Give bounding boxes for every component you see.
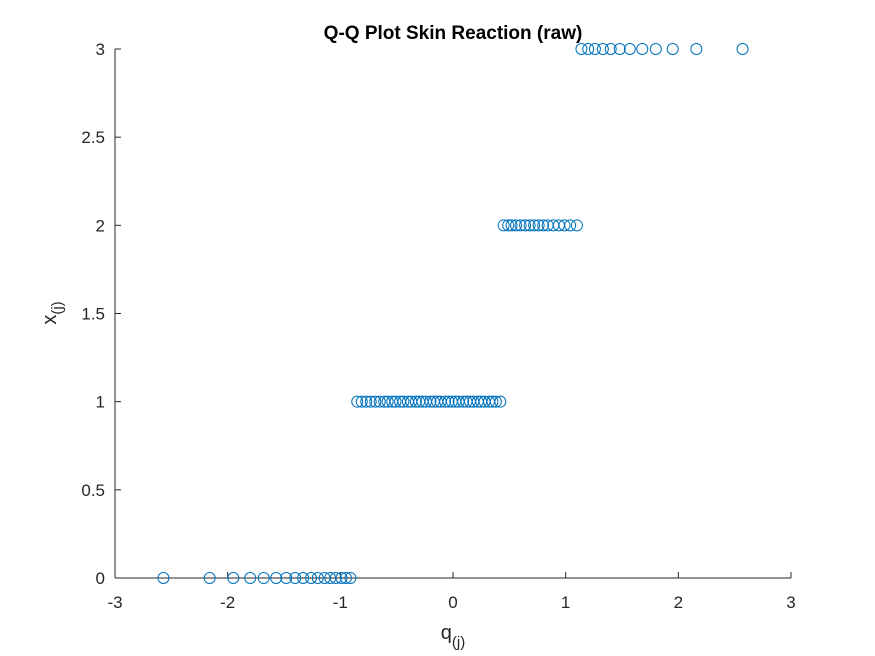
data-point	[389, 395, 402, 408]
data-point	[596, 43, 609, 55]
data-point	[510, 219, 523, 232]
data-point	[502, 219, 515, 232]
data-point	[570, 219, 583, 232]
data-point	[289, 572, 302, 584]
data-point	[532, 219, 545, 232]
data-point	[311, 572, 324, 584]
data-point	[439, 395, 452, 408]
y-tick-label: 2.5	[81, 128, 105, 147]
data-point	[582, 43, 595, 55]
data-point	[623, 43, 636, 55]
data-point	[514, 219, 527, 232]
data-point	[537, 219, 550, 232]
data-point	[497, 219, 510, 232]
x-axis-label-main: q	[441, 622, 452, 644]
y-axis-label: x(j)	[39, 301, 66, 324]
data-point	[519, 219, 532, 232]
x-axis-ticks: -3 -2 -1 0 1 2 3	[107, 572, 796, 612]
data-point	[227, 572, 240, 584]
data-point	[397, 395, 410, 408]
y-tick-label: 2	[96, 216, 105, 235]
data-point	[636, 43, 649, 55]
data-point	[564, 219, 577, 232]
data-point	[613, 43, 626, 55]
x-axis-label-subscript: (j)	[452, 634, 465, 651]
x-tick-label: 0	[448, 593, 457, 612]
data-point	[575, 43, 588, 55]
data-point	[344, 572, 357, 584]
data-point	[244, 572, 257, 584]
data-point	[690, 43, 703, 55]
chart-title: Q-Q Plot Skin Reaction (raw)	[324, 23, 583, 44]
y-axis-ticks: 0 0.5 1 1.5 2 2.5 3	[81, 40, 121, 588]
y-tick-label: 3	[96, 40, 105, 59]
x-tick-label: -3	[107, 593, 122, 612]
data-point	[424, 395, 437, 408]
x-tick-label: -2	[220, 593, 235, 612]
data-point	[604, 43, 617, 55]
x-tick-label: 1	[561, 593, 570, 612]
data-point	[505, 219, 518, 232]
data-point	[335, 572, 348, 584]
data-point	[339, 572, 352, 584]
y-tick-label: 0	[96, 569, 105, 588]
x-axis-label: q(j)	[441, 622, 465, 651]
data-point	[558, 219, 571, 232]
y-tick-label: 0.5	[81, 481, 105, 500]
data-point	[494, 395, 507, 408]
data-point	[457, 395, 470, 408]
data-point	[373, 395, 386, 408]
data-point	[736, 43, 749, 55]
data-point	[360, 395, 373, 408]
y-axis-label-main: x	[39, 315, 61, 325]
data-point	[486, 395, 499, 408]
data-point	[270, 572, 283, 584]
data-point	[297, 572, 310, 584]
data-point	[381, 395, 394, 408]
data-point	[157, 572, 170, 584]
y-tick-label: 1.5	[81, 305, 105, 324]
data-point	[409, 395, 422, 408]
y-axis-label-subscript: (j)	[49, 301, 66, 314]
x-tick-label: 3	[786, 593, 795, 612]
data-point	[280, 572, 293, 584]
axes: -3 -2 -1 0 1 2 3 0 0.5 1 1.5 2 2.5 3	[81, 40, 795, 612]
data-point	[489, 395, 502, 408]
data-markers	[157, 43, 749, 584]
data-point	[305, 572, 318, 584]
data-point	[355, 395, 368, 408]
data-point	[351, 395, 364, 408]
data-point	[369, 395, 382, 408]
data-point	[528, 219, 541, 232]
data-point	[588, 43, 601, 55]
data-point	[649, 43, 662, 55]
data-point	[523, 219, 536, 232]
data-point	[329, 572, 342, 584]
data-point	[257, 572, 270, 584]
data-point	[364, 395, 377, 408]
y-tick-label: 1	[96, 393, 105, 412]
x-tick-label: -1	[333, 593, 348, 612]
data-point	[442, 395, 455, 408]
data-point	[666, 43, 679, 55]
x-tick-label: 2	[674, 593, 683, 612]
data-point	[203, 572, 216, 584]
